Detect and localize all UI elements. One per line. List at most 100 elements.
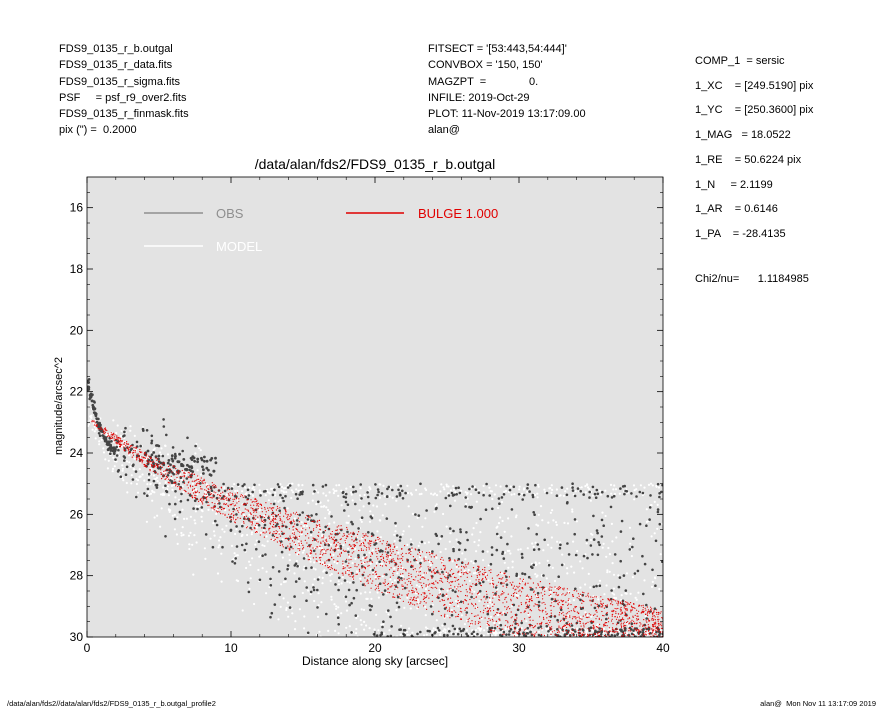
bulge-point [274,522,276,524]
bulge-point [467,573,469,575]
bulge-point [183,482,186,484]
model-point [447,627,450,630]
model-point [501,519,504,523]
bulge-point [558,586,560,588]
obs-point [600,535,604,538]
bulge-point [482,574,484,576]
bulge-point [473,597,475,600]
obs-point [532,563,535,567]
bulge-point [346,528,348,530]
bulge-point [441,556,443,559]
obs-point [327,543,331,547]
model-point [472,527,475,530]
model-point [173,528,176,531]
model-point [220,580,223,583]
bulge-point [290,513,292,515]
bulge-point [612,611,614,613]
bulge-point [486,607,488,609]
bulge-point [294,537,296,539]
bulge-point [241,495,244,497]
bulge-point [444,613,446,615]
bulge-point [597,633,599,635]
bulge-point [223,502,225,505]
model-point [290,482,293,485]
model-point [174,496,177,499]
bulge-point [197,498,199,500]
model-point [379,562,382,566]
obs-clump-point [154,455,158,459]
bulge-point [442,573,444,575]
bulge-point [453,605,455,608]
bulge-point [126,442,128,444]
bulge-point [367,580,369,582]
bulge-point [623,626,625,628]
bulge-point [192,488,194,490]
bulge-point [281,522,283,524]
bulge-point [448,610,451,613]
model-point [613,484,616,487]
bulge-point [587,628,589,630]
bulge-point [288,547,290,549]
obs-point [605,613,608,616]
bulge-point [579,629,582,631]
obs-point [464,505,467,508]
model-point [87,423,91,426]
bulge-point [495,620,497,622]
model-point [294,620,297,623]
bulge-point [605,635,608,637]
bulge-point [636,609,638,611]
model-point [312,567,315,570]
model-point [424,626,428,629]
bulge-point [368,546,370,548]
bulge-point [220,495,222,497]
bulge-point [530,610,533,612]
bulge-point [624,625,626,627]
obs-point [386,487,389,491]
bulge-point [540,634,543,636]
model-point [263,544,266,548]
bulge-point [407,549,409,551]
model-point [291,612,294,615]
model-point [445,485,448,488]
obs-point [402,632,405,636]
bulge-point [557,588,560,591]
model-point [614,597,618,600]
bulge-point [513,585,516,587]
bulge-point [293,525,295,527]
model-point [372,504,375,507]
bulge-point [478,591,480,593]
bulge-point [206,499,208,501]
obs-point [449,504,452,508]
bulge-point [106,429,108,432]
bulge-point [638,629,640,631]
bulge-point [225,503,228,505]
bulge-point [660,627,663,629]
bulge-point [406,561,408,563]
obs-point [316,606,319,609]
bulge-point [267,509,270,511]
bulge-point [648,633,651,635]
bulge-point [366,561,368,563]
bulge-point [603,634,606,637]
obs-point [351,522,354,526]
obs-clump-point [196,457,200,461]
bulge-point [399,598,401,600]
bulge-point [621,611,623,613]
bulge-point [631,625,633,627]
bulge-point [168,482,170,484]
bulge-point [462,573,465,575]
model-point [439,591,442,594]
bulge-point [406,578,408,580]
model-point [514,516,518,519]
obs-point [530,633,534,637]
bulge-point [461,565,463,568]
obs-point [476,632,479,636]
obs-point [288,606,292,609]
bulge-point [567,604,569,606]
bulge-point [495,594,497,597]
bulge-point [533,591,535,593]
model-point [329,574,332,577]
bulge-point [324,561,326,563]
bulge-point [336,526,338,528]
obs-point [298,493,302,496]
